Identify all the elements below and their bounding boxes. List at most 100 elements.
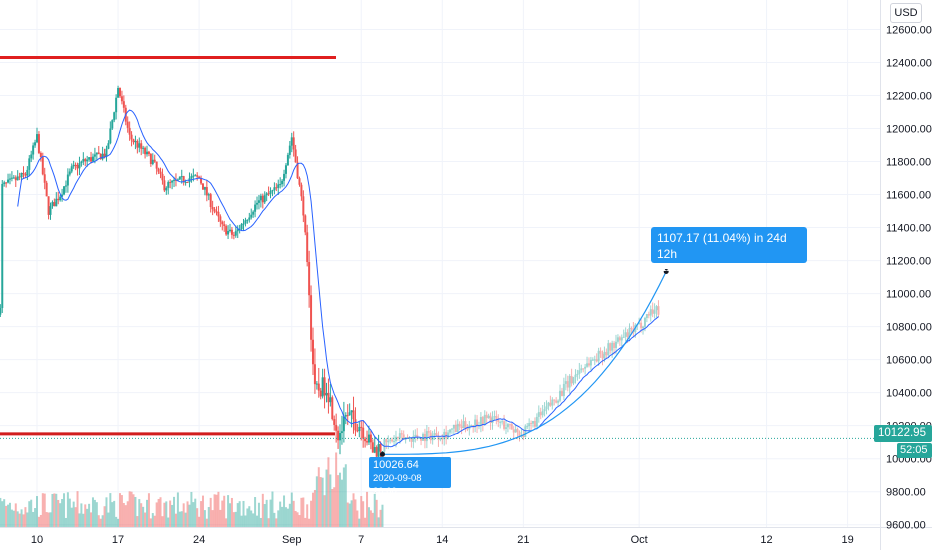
candle-body [259, 195, 262, 201]
volume-bar [263, 504, 266, 527]
volume-bar [86, 508, 89, 527]
volume-bar [294, 510, 297, 527]
volume-bar [290, 492, 293, 527]
volume-bar [219, 509, 222, 527]
time-tick-label: 19 [841, 534, 853, 546]
projected-candle-body [655, 306, 658, 311]
projected-candle-body [450, 428, 453, 430]
projected-candle-body [559, 390, 562, 401]
volume-bar [167, 517, 170, 527]
projected-candle-body [543, 409, 546, 412]
projection-target-text: 11133.81 @ 2020-10-03 08:00 [657, 263, 786, 274]
projected-candle-body [447, 432, 450, 438]
projected-candle-body [445, 431, 448, 438]
volume-bar [10, 509, 13, 527]
volume-bar [300, 497, 303, 527]
projected-candle-body [485, 414, 488, 419]
candle-body [101, 153, 104, 160]
volume-bar [140, 503, 143, 527]
candle-body [252, 211, 255, 215]
projected-candle-body [535, 416, 538, 427]
time-tick-label: 24 [193, 534, 205, 546]
candle-body [82, 159, 85, 162]
candle-body [271, 190, 274, 192]
candle-body [14, 177, 17, 181]
projected-candle-body [410, 437, 413, 442]
volume-bar [304, 517, 307, 527]
volume-bar [306, 504, 309, 527]
projected-candle-body [524, 426, 527, 438]
volume-bar [292, 500, 295, 527]
candle-body [331, 397, 334, 420]
volume-bar [126, 501, 129, 527]
volume-bar [257, 502, 260, 527]
low-price-label[interactable]: 10026.64 2020-09-08 20:00 [369, 457, 451, 497]
price-tick-label: 11800.00 [886, 157, 931, 169]
volume-bar [130, 491, 133, 527]
candle-body [230, 229, 233, 235]
candle-body [290, 137, 293, 146]
volume-bar [200, 501, 203, 527]
volume-bar [366, 491, 369, 527]
projected-candle-body [657, 306, 660, 315]
projected-candle-body [476, 419, 479, 427]
candle-body [138, 143, 141, 148]
candle-body [93, 154, 96, 157]
projected-candle-body [560, 390, 563, 396]
candle-body [159, 171, 162, 174]
volume-bar [107, 512, 110, 527]
candle-body [244, 220, 247, 224]
projected-candle-body [396, 436, 399, 439]
candle-body [12, 177, 15, 179]
projection-measure-label[interactable]: 1107.17 (11.04%) in 24d 12h 11133.81 @ 2… [651, 227, 807, 274]
candle-body [41, 157, 44, 175]
candle-body [180, 176, 183, 178]
projected-candle-body [400, 433, 403, 435]
projected-candle-body [555, 400, 558, 403]
volume-bar [248, 506, 251, 527]
projected-candle-body [570, 375, 573, 384]
projected-candle-body [435, 433, 438, 437]
volume-bar [151, 513, 154, 527]
volume-bar [138, 499, 141, 527]
candle-body [153, 159, 156, 162]
volume-bar [132, 494, 135, 527]
volume-bar [254, 497, 257, 527]
currency-selector-button[interactable]: USD [890, 3, 922, 23]
volume-bar [244, 515, 247, 527]
candle-body [7, 179, 10, 183]
volume-bar [182, 503, 185, 527]
projected-candle-body [545, 406, 548, 410]
candle-body [30, 154, 33, 159]
volume-bar [223, 495, 226, 527]
time-tick-label: 12 [760, 534, 772, 546]
candle-body [203, 187, 206, 190]
volume-bar [238, 501, 241, 527]
candle-body [184, 181, 187, 183]
projected-candle-body [452, 424, 455, 429]
price-tick-label: 11000.00 [886, 289, 931, 301]
candle-body [373, 447, 376, 453]
projected-candle-body [549, 402, 552, 406]
volume-bar [284, 507, 287, 527]
time-tick-label: 17 [112, 534, 124, 546]
candle-body [234, 231, 237, 236]
candle-body [97, 152, 100, 154]
projected-candle-body [537, 412, 540, 417]
volume-bar [358, 518, 361, 527]
candle-body [261, 195, 264, 203]
projected-candle-body [489, 415, 492, 424]
volume-bar [375, 499, 378, 527]
volume-bar [354, 499, 357, 527]
projected-candle-body [640, 322, 643, 329]
projected-candle-body [586, 363, 589, 367]
volume-bar [159, 497, 162, 527]
candle-body [28, 158, 31, 170]
volume-bar [225, 518, 228, 527]
projected-candle-body [389, 439, 392, 441]
volume-bar [34, 508, 37, 527]
volume-bar [12, 510, 15, 527]
candle-body [308, 262, 311, 296]
